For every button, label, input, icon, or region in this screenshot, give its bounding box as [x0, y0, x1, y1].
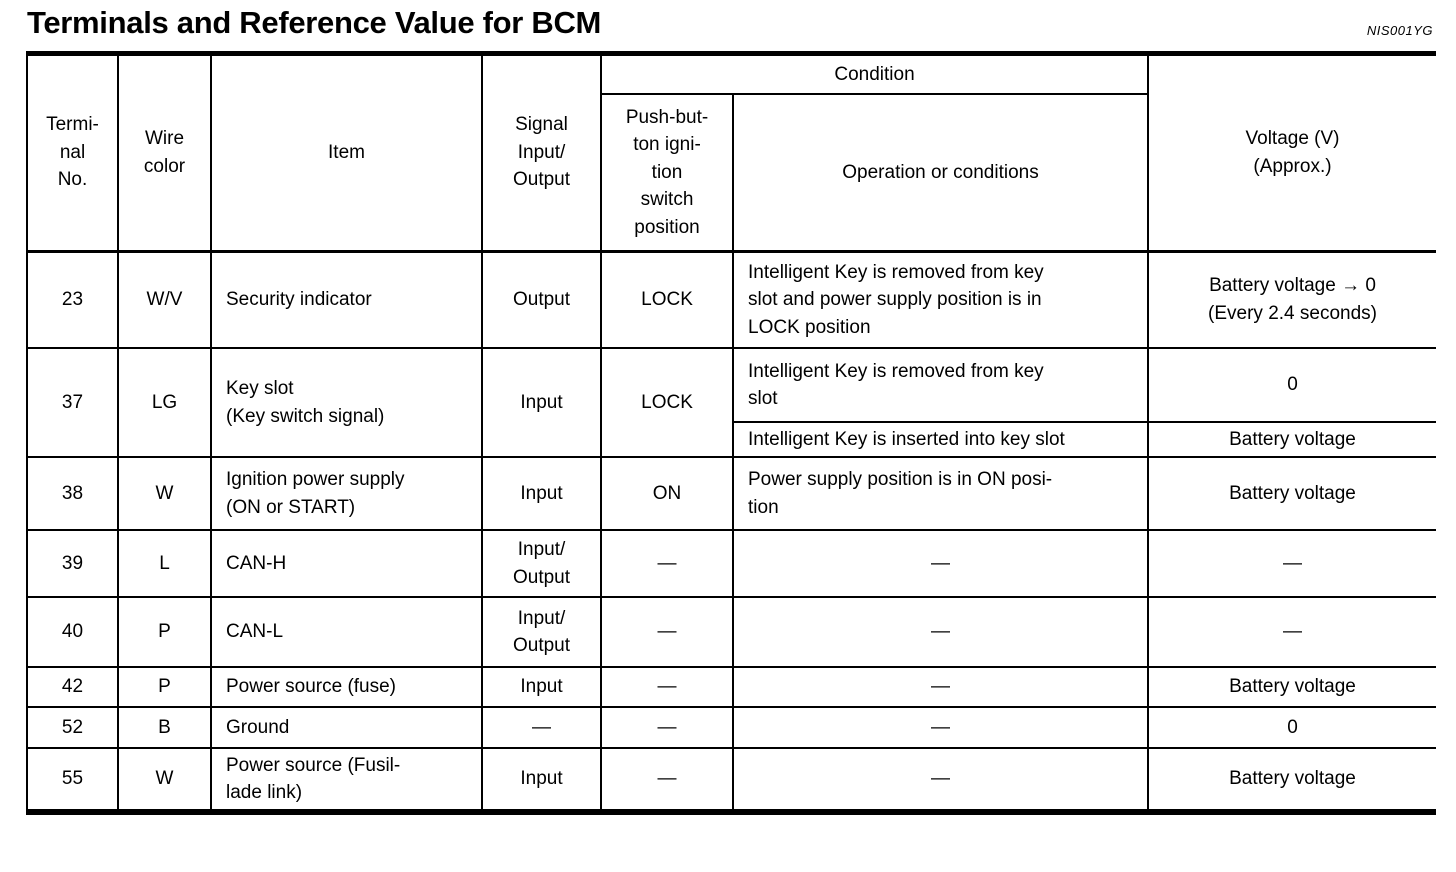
- cell-switch-position: —: [600, 529, 734, 599]
- cell-item: Key slot (Key switch signal): [210, 347, 483, 459]
- table-row-terminal-37: 37 LG Key slot (Key switch signal) Input…: [26, 347, 1436, 459]
- cell-operation: —: [732, 706, 1149, 750]
- cell-wire-color: LG: [117, 347, 212, 459]
- cell-signal: Output: [481, 250, 602, 350]
- cell-item: CAN-H: [210, 529, 483, 599]
- cell-terminal-no: 42: [26, 666, 119, 709]
- cell-voltage: 0: [1147, 347, 1436, 424]
- cell-terminal-no: 55: [26, 747, 119, 814]
- cell-switch-position: LOCK: [600, 347, 734, 459]
- header-terminal-no: Termi- nal No.: [26, 52, 119, 253]
- cell-terminal-no: 38: [26, 456, 119, 532]
- page-title: Terminals and Reference Value for BCM: [27, 5, 602, 40]
- cell-voltage: Battery voltage: [1147, 456, 1436, 532]
- cell-signal: Input: [481, 747, 602, 814]
- header-voltage: Voltage (V) (Approx.): [1147, 52, 1436, 253]
- cell-item: Ground: [210, 706, 483, 750]
- header-row-condition: Termi- nal No. Wire color Item Signal In…: [26, 52, 1436, 253]
- header-row-subcondition: Push-but- ton igni- tion switch position…: [27, 93, 1436, 253]
- cell-switch-position: ON: [600, 456, 734, 532]
- cell-voltage: —: [1147, 596, 1436, 669]
- cell-wire-color: W: [117, 747, 212, 814]
- table-row-terminal-55: 55 W Power source (Fusil- lade link) Inp…: [26, 747, 1436, 814]
- manual-page: Terminals and Reference Value for BCM NI…: [26, 5, 1436, 816]
- cell-wire-color: B: [117, 706, 212, 750]
- cell-operation: Intelligent Key is inserted into key slo…: [732, 421, 1149, 459]
- cell-signal: Input: [481, 456, 602, 532]
- cell-signal: Input: [481, 666, 602, 709]
- cell-switch-position: —: [600, 706, 734, 750]
- cell-operation: Intelligent Key is removed from key slot…: [732, 250, 1149, 350]
- cell-operation: —: [732, 666, 1149, 709]
- cell-wire-color: W: [117, 456, 212, 532]
- cell-switch-position: LOCK: [600, 250, 734, 350]
- table-row-terminal-40: 40 P CAN-L Input/ Output — — —: [26, 596, 1436, 669]
- header-wire-color: Wire color: [117, 52, 212, 253]
- cell-signal: Input/ Output: [481, 596, 602, 669]
- header-operation: Operation or conditions: [732, 93, 1149, 253]
- table-row-terminal-38: 38 W Ignition power supply (ON or START)…: [26, 456, 1436, 532]
- cell-item: Power source (fuse): [210, 666, 483, 709]
- cell-wire-color: L: [117, 529, 212, 599]
- cell-terminal-no: 40: [26, 596, 119, 669]
- table-row-terminal-37-sub: Intelligent Key is inserted into key slo…: [27, 421, 1436, 459]
- cell-operation: —: [732, 596, 1149, 669]
- cell-terminal-no: 52: [26, 706, 119, 750]
- cell-wire-color: P: [117, 596, 212, 669]
- cell-voltage: Battery voltage → 0 (Every 2.4 seconds): [1147, 250, 1436, 350]
- cell-item: Power source (Fusil- lade link): [210, 747, 483, 814]
- cell-wire-color: W/V: [117, 250, 212, 350]
- cell-switch-position: —: [600, 666, 734, 709]
- cell-operation: Power supply position is in ON posi- tio…: [732, 456, 1149, 532]
- cell-operation: —: [732, 529, 1149, 599]
- cell-terminal-no: 39: [26, 529, 119, 599]
- cell-operation: —: [732, 747, 1149, 814]
- terminals-reference-table: Termi- nal No. Wire color Item Signal In…: [26, 50, 1436, 816]
- table-row-terminal-23: 23 W/V Security indicator Output LOCK In…: [26, 250, 1436, 350]
- table-row-terminal-39: 39 L CAN-H Input/ Output — — —: [26, 529, 1436, 599]
- cell-wire-color: P: [117, 666, 212, 709]
- cell-voltage: Battery voltage: [1147, 421, 1436, 459]
- cell-voltage: Battery voltage: [1147, 747, 1436, 814]
- cell-voltage: Battery voltage: [1147, 666, 1436, 709]
- cell-terminal-no: 23: [26, 250, 119, 350]
- cell-voltage: 0: [1147, 706, 1436, 750]
- table-row-terminal-42: 42 P Power source (fuse) Input — — Batte…: [26, 666, 1436, 709]
- doc-code: NIS001YG: [1366, 22, 1433, 38]
- header-switch-position: Push-but- ton igni- tion switch position: [600, 93, 734, 253]
- cell-signal: —: [481, 706, 602, 750]
- cell-switch-position: —: [600, 747, 734, 814]
- cell-item: CAN-L: [210, 596, 483, 669]
- table-row-terminal-52: 52 B Ground — — — 0: [26, 706, 1436, 750]
- cell-switch-position: —: [600, 596, 734, 669]
- cell-item: Security indicator: [210, 250, 483, 350]
- cell-signal: Input: [481, 347, 602, 459]
- cell-item: Ignition power supply (ON or START): [210, 456, 483, 532]
- page-header: Terminals and Reference Value for BCM NI…: [27, 5, 1433, 41]
- cell-signal: Input/ Output: [481, 529, 602, 599]
- header-item: Item: [210, 52, 483, 253]
- cell-terminal-no: 37: [26, 347, 119, 459]
- header-signal-io: Signal Input/ Output: [481, 52, 602, 253]
- header-condition: Condition: [600, 52, 1149, 96]
- cell-voltage: —: [1147, 529, 1436, 599]
- cell-operation: Intelligent Key is removed from key slot: [732, 347, 1149, 424]
